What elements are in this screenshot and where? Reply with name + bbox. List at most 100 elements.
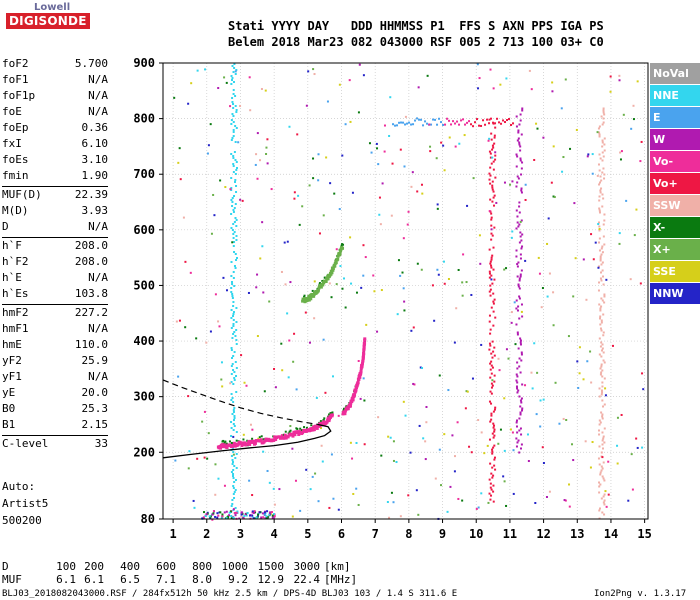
- band-pixel: [491, 466, 494, 469]
- noise-point: [293, 191, 296, 194]
- band-pixel: [233, 465, 236, 467]
- noise-point: [293, 197, 296, 200]
- noise-point: [640, 140, 643, 143]
- band-pixel: [493, 136, 496, 139]
- noise-point: [187, 102, 190, 105]
- es-echo-point: [240, 511, 243, 514]
- band-pixel: [234, 173, 237, 175]
- noise-point: [565, 419, 568, 422]
- noise-point: [231, 241, 234, 244]
- noise-point: [365, 323, 368, 326]
- band-pixel: [232, 401, 235, 403]
- band-pixel: [600, 271, 603, 274]
- band-pixel: [515, 153, 518, 156]
- trace-point: [253, 441, 257, 445]
- noise-point: [239, 104, 242, 107]
- band-pixel: [493, 444, 496, 447]
- param-value: 33: [94, 437, 108, 450]
- noise-point: [273, 503, 276, 506]
- trace-point: [280, 434, 284, 438]
- band-pixel: [602, 121, 605, 124]
- band-pixel: [235, 225, 238, 227]
- band-pixel: [518, 277, 521, 280]
- band-pixel: [518, 317, 521, 320]
- noise-point: [209, 330, 212, 333]
- band-pixel: [234, 105, 237, 107]
- noise-point: [351, 457, 354, 460]
- noise-point: [299, 509, 302, 512]
- noise-point: [456, 421, 459, 424]
- noise-point: [349, 236, 352, 239]
- noise-point: [447, 278, 450, 281]
- y-tick-label: 200: [133, 445, 155, 459]
- band-pixel: [515, 299, 518, 302]
- noise-point: [488, 137, 491, 140]
- band-pixel: [233, 63, 236, 65]
- noise-point: [503, 268, 506, 271]
- band-pixel: [603, 243, 606, 246]
- noise-point: [266, 469, 269, 472]
- band-pixel: [468, 120, 471, 123]
- band-pixel: [491, 144, 494, 147]
- noise-point: [627, 499, 630, 502]
- echo-bands: [230, 63, 606, 520]
- band-pixel: [235, 307, 238, 309]
- band-pixel: [490, 364, 493, 367]
- band-pixel: [232, 485, 235, 487]
- noise-point: [341, 287, 344, 290]
- legend-item-noval: NoVal: [650, 63, 700, 85]
- band-pixel: [601, 171, 604, 174]
- band-pixel: [232, 369, 235, 371]
- noise-point: [380, 454, 383, 457]
- band-pixel: [231, 397, 234, 399]
- band-pixel: [462, 118, 465, 121]
- band-pixel: [232, 211, 235, 213]
- noise-point: [490, 228, 493, 231]
- noise-point: [524, 183, 527, 186]
- band-pixel: [493, 226, 496, 229]
- noise-point: [641, 372, 644, 375]
- param-label: B0: [2, 402, 16, 415]
- noise-point: [604, 490, 607, 493]
- band-pixel: [448, 119, 451, 122]
- band-pixel: [515, 385, 518, 388]
- noise-point: [390, 214, 393, 217]
- band-pixel: [231, 363, 234, 365]
- noise-point: [602, 334, 605, 337]
- band-pixel: [598, 491, 601, 494]
- band-pixel: [598, 463, 601, 466]
- band-pixel: [601, 467, 604, 470]
- noise-point: [635, 437, 638, 440]
- band-pixel: [519, 411, 522, 414]
- band-pixel: [230, 381, 233, 383]
- noise-point: [264, 89, 267, 92]
- trace-point: [303, 294, 306, 297]
- noise-point: [454, 455, 457, 458]
- noise-point: [249, 423, 252, 426]
- muf_values-cell: 9.2: [228, 573, 248, 586]
- band-pixel: [493, 374, 496, 377]
- trace-point: [318, 282, 321, 285]
- band-pixel: [599, 473, 602, 476]
- noise-point: [457, 497, 460, 500]
- noise-point: [424, 440, 427, 443]
- band-pixel: [520, 133, 523, 136]
- band-pixel: [494, 176, 497, 179]
- band-pixel: [491, 200, 494, 203]
- band-pixel: [418, 118, 421, 121]
- d_values-cell: 3000: [293, 560, 321, 573]
- band-pixel: [232, 223, 235, 225]
- band-pixel: [603, 173, 606, 176]
- band-pixel: [515, 255, 518, 258]
- band-pixel: [490, 382, 493, 385]
- band-pixel: [234, 267, 237, 269]
- band-pixel: [489, 368, 492, 371]
- es-echo-point: [202, 516, 205, 519]
- band-pixel: [233, 491, 236, 493]
- band-pixel: [602, 477, 605, 480]
- band-pixel: [232, 313, 235, 315]
- trace-point: [362, 346, 366, 350]
- band-pixel: [603, 427, 606, 430]
- noise-point: [357, 503, 360, 506]
- band-pixel: [599, 323, 602, 326]
